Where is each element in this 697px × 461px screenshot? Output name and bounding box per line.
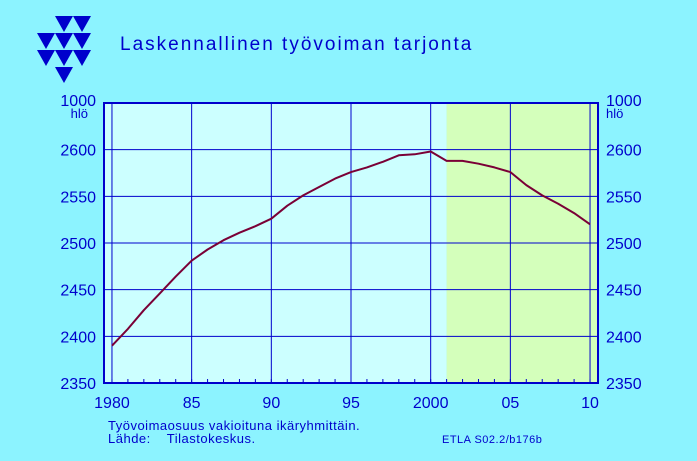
logo-triangle	[37, 50, 55, 66]
y-tick-label: 2350	[60, 376, 96, 393]
logo-triangle	[73, 16, 91, 32]
y-tick-label: 2550	[606, 189, 642, 206]
logo-triangle	[55, 33, 73, 49]
unit-label-left: 1000	[60, 93, 96, 110]
x-tick-labels: 1980 85 90 95 2000 05 10	[94, 395, 599, 412]
y-tick-label: 2450	[606, 283, 642, 300]
y-tick-labels-right: 2350 2400 2450 2500 2550 2600	[606, 143, 642, 393]
unit-label-right-hlo: hlö	[606, 106, 623, 121]
y-tick-label: 2350	[606, 376, 642, 393]
logo-triangle	[37, 33, 55, 49]
x-tick-label: 90	[262, 395, 280, 412]
x-tick-label: 2000	[413, 395, 449, 412]
logo-triangle	[55, 16, 73, 32]
logo-triangle	[73, 50, 91, 66]
x-tick-label: 95	[342, 395, 360, 412]
labor-supply-line	[111, 150, 591, 347]
y-tick-label: 2400	[606, 329, 642, 346]
chart-title: Laskennallinen työvoiman tarjonta	[120, 34, 474, 55]
x-tick-label: 1980	[94, 395, 130, 412]
note-source: Lähde: Tilastokeskus.	[108, 431, 256, 446]
etla-logo	[37, 16, 91, 83]
chart-credit: ETLA S02.2/b176b	[442, 434, 543, 446]
y-tick-label: 2400	[60, 329, 96, 346]
x-tick-label: 10	[581, 395, 599, 412]
logo-triangle	[55, 50, 73, 66]
y-tick-label: 2500	[606, 236, 642, 253]
y-tick-label: 2600	[60, 143, 96, 160]
note-standardized: Työvoimaosuus vakioituna ikäryhmittäin.	[108, 418, 361, 433]
y-tick-labels-left: 2350 2400 2450 2500 2550 2600	[60, 143, 96, 393]
source-value: Tilastokeskus.	[166, 431, 256, 446]
y-tick-label: 2500	[60, 236, 96, 253]
unit-label-left-hlo: hlö	[71, 106, 88, 121]
plot-frame	[103, 102, 599, 384]
logo-triangle	[55, 67, 73, 83]
y-tick-label: 2450	[60, 283, 96, 300]
x-tick-label: 05	[501, 395, 519, 412]
y-tick-label: 2600	[606, 143, 642, 160]
logo-triangle	[73, 33, 91, 49]
unit-label-right: 1000	[606, 93, 642, 110]
y-tick-label: 2550	[60, 189, 96, 206]
x-tick-label: 85	[183, 395, 201, 412]
source-label: Lähde:	[108, 431, 151, 446]
